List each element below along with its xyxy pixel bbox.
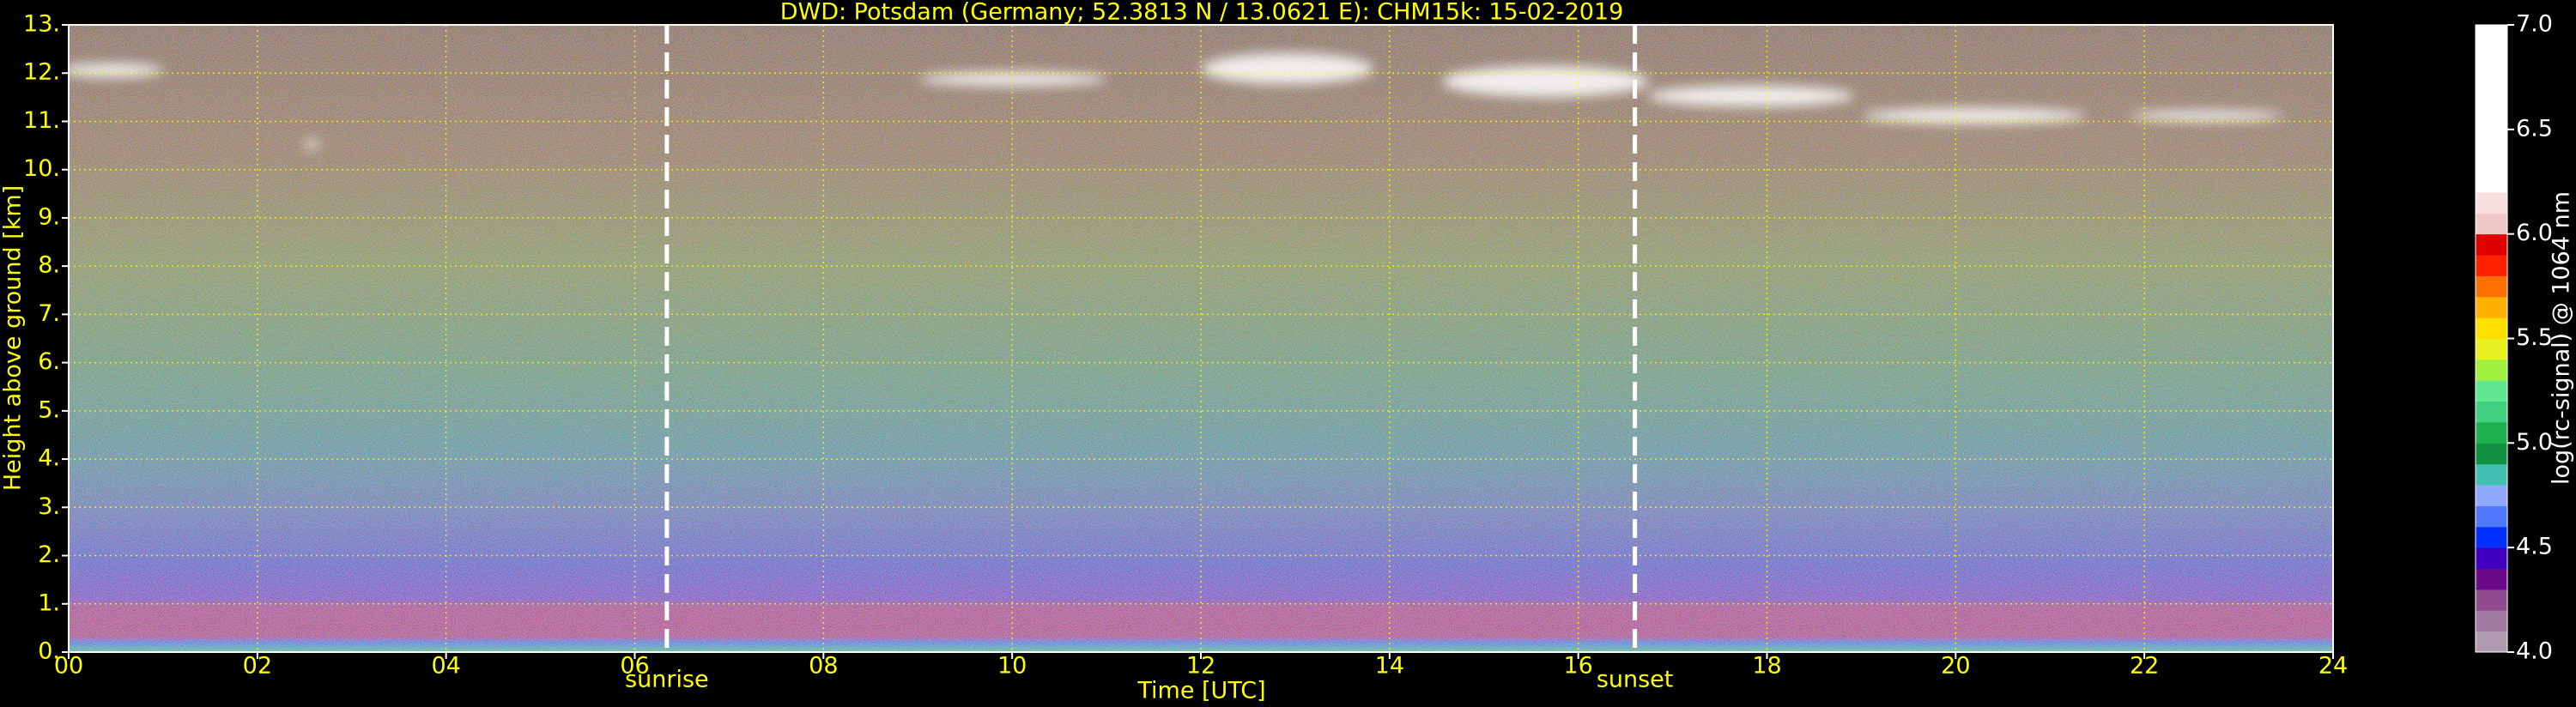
colorbar-segment [2476, 66, 2507, 88]
colorbar-tick-label: 6.0 [2516, 220, 2553, 246]
y-tick-label: 5. [38, 396, 60, 423]
y-tick-label: 6. [38, 348, 60, 375]
colorbar-label: log(rc-signal) @ 1064 nm [2549, 191, 2575, 485]
colorbar-segment [2476, 568, 2507, 590]
plot-frame [68, 24, 2334, 653]
x-tick-label: 14 [1375, 653, 1404, 680]
y-tick-label: 11. [23, 107, 60, 134]
colorbar-segment [2476, 25, 2507, 46]
colorbar-segment [2476, 359, 2507, 381]
x-tick-label: 04 [431, 653, 460, 680]
colorbar-tick-label: 6.5 [2516, 115, 2553, 142]
colorbar-segment [2476, 296, 2507, 318]
x-tick-label: 08 [809, 653, 838, 680]
y-tick-label: 2. [38, 541, 60, 568]
x-axis-label: Time [UTC] [1136, 678, 1265, 704]
colorbar-segment [2476, 171, 2507, 193]
x-tick-label: 06 [620, 653, 649, 680]
y-tick-label: 0. [38, 638, 60, 665]
x-tick-label: 24 [2318, 653, 2348, 680]
colorbar-tick-label: 4.0 [2516, 638, 2553, 665]
colorbar-segment [2476, 401, 2507, 423]
colorbar-segment [2476, 150, 2507, 172]
colorbar-segment [2476, 191, 2507, 214]
colorbar-segment [2476, 275, 2507, 298]
x-tick-label: 18 [1752, 653, 1781, 680]
colorbar-segment [2476, 547, 2507, 570]
colorbar-tick-label: 5.0 [2516, 429, 2553, 456]
chart-title: DWD: Potsdam (Germany; 52.3813 N / 13.06… [780, 0, 1624, 26]
colorbar-segment [2476, 610, 2507, 632]
colorbar-segment [2476, 129, 2507, 151]
colorbar-segment [2476, 485, 2507, 506]
annotation-label: sunset [1597, 667, 1674, 693]
colorbar-tick-label: 4.5 [2516, 534, 2553, 560]
x-tick-label: 16 [1563, 653, 1592, 680]
colorbar-segment [2476, 255, 2507, 276]
y-tick-label: 1. [38, 589, 60, 616]
y-tick-label: 10. [23, 155, 60, 182]
x-tick-label: 02 [243, 653, 272, 680]
colorbar-segment [2476, 338, 2507, 360]
colorbar-segment [2476, 108, 2507, 130]
y-tick-label: 12. [23, 59, 60, 86]
colorbar-segment [2476, 463, 2507, 486]
colorbar-segment [2476, 505, 2507, 528]
colorbar-segment [2476, 233, 2507, 256]
x-tick-label: 12 [1186, 653, 1215, 680]
colorbar-segment [2476, 88, 2507, 109]
x-tick-label: 22 [2130, 653, 2159, 680]
colorbar-segment [2476, 443, 2507, 465]
colorbar-segment [2476, 45, 2507, 68]
cloud-layer [69, 53, 2283, 148]
colorbar-segment [2476, 213, 2507, 235]
y-tick-label: 7. [38, 300, 60, 327]
colorbar-segment [2476, 526, 2507, 548]
x-tick-label: 00 [54, 653, 83, 680]
colorbar-segment [2476, 421, 2507, 444]
colorbar-tick-label: 7.0 [2516, 11, 2553, 38]
y-axis-label: Height above ground [km] [0, 185, 27, 491]
colorbar-segment [2476, 589, 2507, 611]
y-tick-label: 9. [38, 203, 60, 230]
x-tick-label: 10 [997, 653, 1027, 680]
colorbar-segment [2476, 380, 2507, 402]
colorbar-segment [2476, 631, 2507, 653]
y-tick-label: 3. [38, 493, 60, 520]
y-tick-label: 8. [38, 252, 60, 279]
colorbar-tick-label: 5.5 [2516, 324, 2553, 351]
y-tick-label: 4. [38, 445, 60, 472]
y-tick-label: 13. [23, 11, 60, 38]
plot-area [69, 25, 2333, 652]
annotation-label: sunrise [625, 667, 709, 693]
x-tick-label: 20 [1941, 653, 1970, 680]
colorbar-segment [2476, 317, 2507, 339]
